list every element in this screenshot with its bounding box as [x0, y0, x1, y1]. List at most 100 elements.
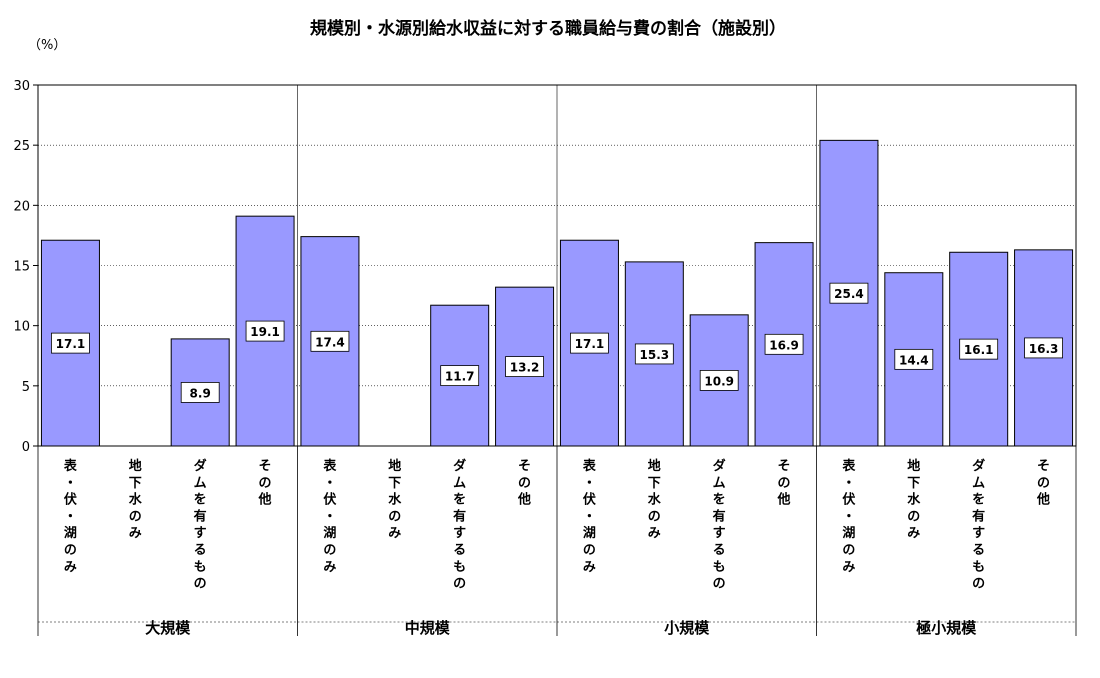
category-label-char: る: [453, 543, 466, 558]
category-label-char: 湖: [323, 526, 336, 541]
category-label-char: み: [583, 560, 596, 575]
data-label-box: [959, 338, 999, 360]
category-label-char: 水: [648, 492, 662, 508]
data-label-box: [51, 332, 90, 354]
category-label-char: の: [194, 577, 207, 592]
data-label-box: [764, 333, 804, 355]
category-label-char: 地: [907, 458, 920, 474]
category-label-char: 湖: [583, 526, 596, 541]
category-label-char: の: [842, 543, 855, 558]
category-label-char: 伏: [583, 492, 596, 508]
category-label-char: 有: [194, 508, 207, 524]
data-label: 17.1: [575, 337, 605, 351]
category-label-char: の: [1037, 476, 1050, 491]
data-label: 17.1: [56, 337, 86, 351]
y-axis-unit-label: （%）: [28, 38, 66, 53]
category-label-char: 他: [1036, 492, 1050, 508]
category-label-char: 他: [258, 492, 272, 508]
category-label-char: 地: [388, 458, 401, 474]
category-label-char: 地: [129, 458, 142, 474]
data-label: 16.3: [1029, 342, 1059, 356]
category-label-char: も: [453, 560, 466, 575]
chart-title: 規模別・水源別給水収益に対する職員給与費の割合（施設別）: [310, 18, 786, 39]
group-label: 大規模: [145, 619, 191, 637]
category-label-char: の: [323, 543, 336, 558]
data-label-box: [245, 320, 285, 342]
category-label-char: ・: [64, 509, 77, 524]
data-label-box: [570, 332, 609, 354]
category-label-char: も: [194, 560, 207, 575]
category-label-char: 表: [582, 458, 597, 474]
category-label-char: 湖: [64, 526, 77, 541]
y-tick-label: 0: [22, 440, 30, 455]
category-label-char: も: [972, 560, 985, 575]
y-axis: 0 5 10 15 20 25 30: [13, 79, 38, 455]
category-label-char: の: [583, 543, 596, 558]
category-label-char: の: [129, 509, 142, 524]
category-label-char: の: [713, 577, 726, 592]
data-label: 15.3: [640, 348, 670, 362]
category-label-char: ム: [453, 476, 466, 491]
category-label-char: ・: [583, 509, 596, 524]
category-label-char: ・: [323, 509, 336, 524]
data-label: 17.4: [315, 335, 345, 349]
y-tick-label: 25: [13, 139, 30, 154]
category-label-char: み: [129, 526, 142, 541]
category-label-char: の: [778, 476, 791, 491]
category-label-char: 水: [388, 492, 402, 508]
category-label-char: 有: [972, 508, 985, 524]
y-tick-label: 15: [13, 260, 30, 275]
category-label-char: 湖: [842, 526, 855, 541]
category-label-char: ダ: [194, 458, 207, 474]
category-label-char: の: [453, 577, 466, 592]
category-label-char: 下: [129, 476, 142, 491]
category-label-char: 他: [777, 492, 791, 508]
category-label-char: 水: [129, 492, 143, 508]
category-label-char: の: [64, 543, 77, 558]
category-label-char: す: [972, 526, 985, 541]
data-label: 16.1: [964, 343, 994, 357]
category-label-char: 伏: [323, 492, 336, 508]
category-label-char: を: [713, 493, 726, 508]
group-labels: 大規模 中規模 小規模 極小規模: [37, 446, 1077, 637]
category-label-char: る: [713, 543, 726, 558]
category-label-char: 有: [453, 508, 466, 524]
category-label-char: み: [64, 560, 77, 575]
data-label-box: [1024, 337, 1063, 359]
data-label: 11.7: [445, 370, 475, 384]
group-label: 小規模: [664, 619, 710, 637]
category-label-char: み: [842, 560, 855, 575]
category-label-char: そ: [518, 459, 531, 474]
category-label-char: も: [713, 560, 726, 575]
category-label-char: ム: [713, 476, 726, 491]
category-labels: 表・伏・湖のみ地下水のみダムを有するものその他表・伏・湖のみ地下水のみダムを有す…: [63, 458, 1050, 592]
category-label-char: る: [972, 543, 985, 558]
category-label-char: す: [713, 526, 726, 541]
y-tick-label: 20: [13, 199, 30, 214]
data-label: 25.4: [834, 287, 864, 301]
group-label: 極小規模: [915, 619, 977, 637]
category-label-char: の: [648, 509, 661, 524]
category-label-char: 表: [841, 458, 856, 474]
category-label-char: 伏: [842, 492, 855, 508]
category-label-char: を: [194, 493, 207, 508]
category-label-char: ・: [323, 476, 336, 491]
category-label-char: を: [972, 493, 985, 508]
category-label-char: 地: [648, 458, 661, 474]
category-label-char: す: [194, 526, 207, 541]
y-tick-label: 10: [13, 320, 30, 335]
category-label-char: す: [453, 526, 466, 541]
category-label-char: 有: [713, 508, 726, 524]
data-label-box: [894, 348, 934, 370]
data-label: 14.4: [899, 353, 929, 367]
data-label-box: [180, 382, 220, 403]
category-label-char: そ: [778, 459, 791, 474]
category-label-char: 水: [907, 492, 921, 508]
category-label-char: 表: [63, 458, 78, 474]
category-label-char: み: [648, 526, 661, 541]
data-label-box: [310, 330, 350, 352]
category-label-char: ム: [972, 476, 985, 491]
bars: 17.1 8.9 19.1 17.4 11.7 13.2 17.1 15.3 10.9 16.9 2…: [40, 139, 1074, 447]
category-label-char: ・: [842, 509, 855, 524]
